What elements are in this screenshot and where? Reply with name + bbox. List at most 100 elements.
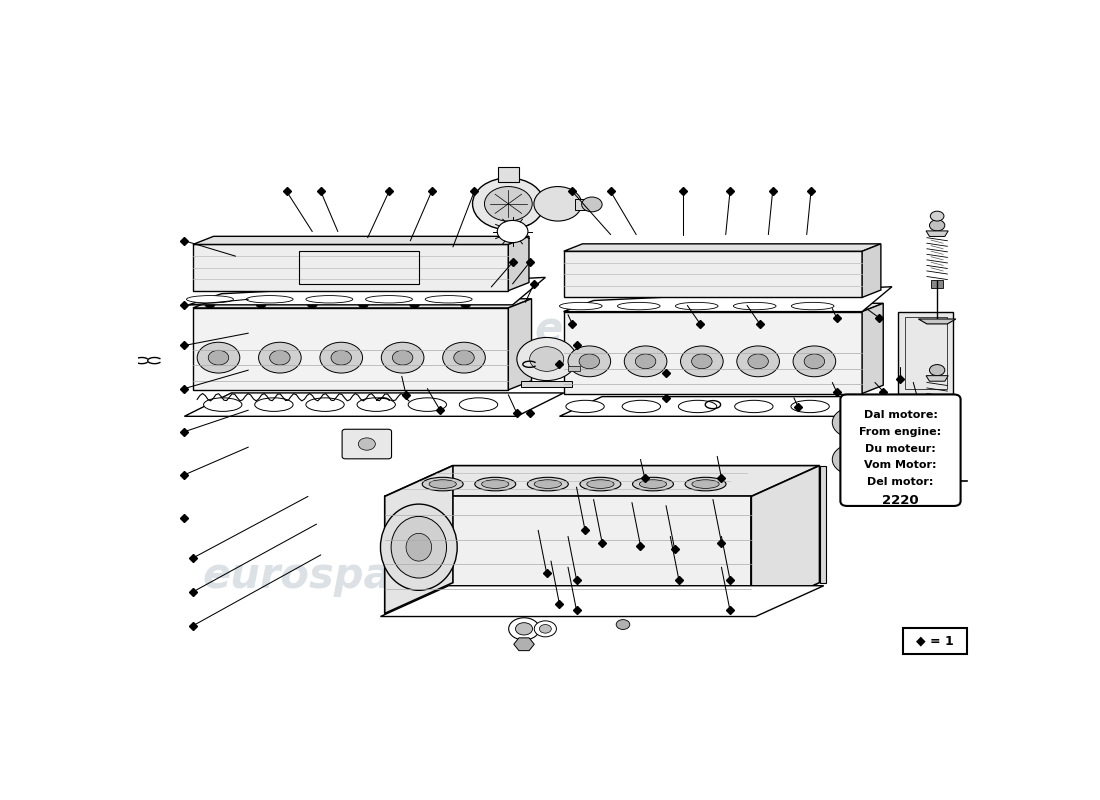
Ellipse shape <box>187 295 233 303</box>
Circle shape <box>931 211 944 221</box>
Ellipse shape <box>675 302 718 310</box>
Ellipse shape <box>408 398 447 411</box>
Circle shape <box>840 450 867 469</box>
Bar <box>568 366 580 371</box>
Ellipse shape <box>565 400 604 413</box>
FancyBboxPatch shape <box>840 394 960 506</box>
Polygon shape <box>185 393 563 416</box>
Ellipse shape <box>460 398 497 411</box>
Polygon shape <box>192 298 531 308</box>
Ellipse shape <box>692 480 719 488</box>
Text: 2220: 2220 <box>882 494 918 506</box>
Circle shape <box>535 621 557 637</box>
Circle shape <box>484 186 532 221</box>
Circle shape <box>517 338 576 381</box>
Ellipse shape <box>426 295 472 303</box>
Circle shape <box>833 444 875 475</box>
Bar <box>575 199 596 210</box>
Bar <box>521 381 572 386</box>
Circle shape <box>748 354 768 369</box>
Polygon shape <box>751 466 820 614</box>
Polygon shape <box>385 466 820 496</box>
Circle shape <box>833 407 875 438</box>
Circle shape <box>616 619 630 630</box>
Ellipse shape <box>791 302 834 310</box>
Ellipse shape <box>381 504 458 590</box>
Bar <box>898 311 954 394</box>
Polygon shape <box>192 308 508 390</box>
Polygon shape <box>862 244 881 298</box>
Circle shape <box>382 342 424 373</box>
Ellipse shape <box>306 398 344 411</box>
Circle shape <box>539 625 551 633</box>
Circle shape <box>534 186 582 221</box>
Polygon shape <box>508 298 531 390</box>
Circle shape <box>307 301 318 308</box>
Text: eurospares: eurospares <box>202 555 465 598</box>
Polygon shape <box>862 303 883 394</box>
Text: From engine:: From engine: <box>859 427 942 437</box>
Ellipse shape <box>623 400 660 413</box>
Circle shape <box>930 365 945 376</box>
Ellipse shape <box>392 517 447 578</box>
Circle shape <box>930 220 945 231</box>
Circle shape <box>256 301 266 308</box>
Circle shape <box>582 197 602 212</box>
Ellipse shape <box>429 480 456 488</box>
Polygon shape <box>385 466 453 614</box>
Polygon shape <box>189 278 546 305</box>
Text: ◆ = 1: ◆ = 1 <box>915 634 954 648</box>
Ellipse shape <box>204 398 242 411</box>
Circle shape <box>454 350 474 365</box>
Text: Dal motore:: Dal motore: <box>864 410 937 421</box>
Polygon shape <box>563 244 881 251</box>
Polygon shape <box>192 236 529 245</box>
Ellipse shape <box>735 400 773 413</box>
Circle shape <box>804 354 825 369</box>
Ellipse shape <box>632 478 673 491</box>
Circle shape <box>692 354 712 369</box>
Ellipse shape <box>791 400 829 413</box>
Ellipse shape <box>679 400 717 413</box>
Polygon shape <box>508 236 529 290</box>
Ellipse shape <box>639 480 667 488</box>
Polygon shape <box>563 286 892 311</box>
Ellipse shape <box>306 295 353 303</box>
Circle shape <box>442 342 485 373</box>
Ellipse shape <box>527 478 569 491</box>
Circle shape <box>912 489 927 500</box>
Polygon shape <box>514 638 535 650</box>
Polygon shape <box>563 311 862 394</box>
Polygon shape <box>563 303 883 311</box>
Circle shape <box>473 178 544 230</box>
Circle shape <box>568 346 611 377</box>
Text: eurospares: eurospares <box>202 309 465 351</box>
Polygon shape <box>918 319 956 324</box>
Polygon shape <box>563 251 862 298</box>
Polygon shape <box>385 496 751 614</box>
Polygon shape <box>820 466 826 582</box>
Polygon shape <box>926 376 948 382</box>
Ellipse shape <box>535 480 561 488</box>
Bar <box>498 167 518 182</box>
Circle shape <box>197 342 240 373</box>
Bar <box>932 279 943 288</box>
Circle shape <box>461 301 471 308</box>
Circle shape <box>359 438 375 450</box>
Circle shape <box>208 350 229 365</box>
Circle shape <box>508 618 539 640</box>
FancyBboxPatch shape <box>342 430 392 459</box>
Ellipse shape <box>255 398 293 411</box>
Polygon shape <box>918 430 956 435</box>
Ellipse shape <box>586 480 614 488</box>
Polygon shape <box>381 586 824 617</box>
Ellipse shape <box>560 302 602 310</box>
Text: Du moteur:: Du moteur: <box>865 444 936 454</box>
Ellipse shape <box>422 478 463 491</box>
Ellipse shape <box>734 302 776 310</box>
Bar <box>904 317 946 389</box>
Ellipse shape <box>406 534 431 561</box>
Circle shape <box>320 342 363 373</box>
Polygon shape <box>192 245 508 290</box>
Ellipse shape <box>358 398 395 411</box>
